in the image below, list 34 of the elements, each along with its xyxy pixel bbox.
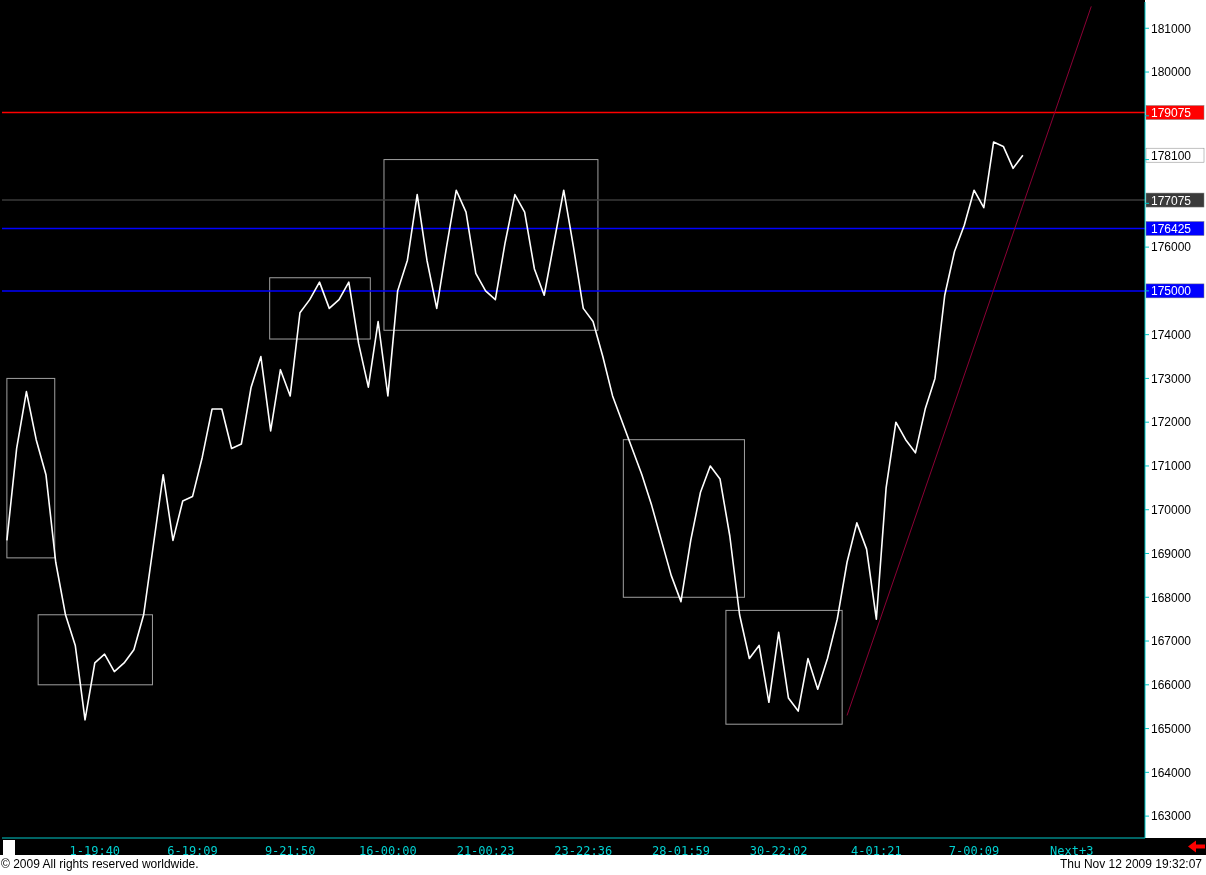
text: 178100	[1151, 148, 1192, 163]
ref-line-label: 176425	[1151, 222, 1192, 237]
y-tick-label: 163000	[1151, 809, 1192, 824]
y-tick-label: 173000	[1151, 371, 1192, 386]
x-tick-label: 21-00:23	[456, 843, 515, 858]
text: Thu Nov 12 2009 19:32:07	[1058, 857, 1203, 871]
y-tick-label: 167000	[1151, 634, 1192, 649]
y-tick-label: 164000	[1151, 765, 1192, 780]
y-tick-label: 171000	[1151, 459, 1192, 474]
y-tick-label: 169000	[1151, 546, 1192, 561]
x-tick-label: 28-01:59	[652, 843, 710, 858]
x-tick-label: 4-01:21	[851, 843, 902, 858]
y-tick-label: 168000	[1151, 590, 1192, 605]
line-series	[6, 141, 1024, 721]
y-tick-label: 181000	[1151, 21, 1192, 36]
y-tick-label: 180000	[1151, 65, 1192, 80]
y-tick-label: 166000	[1151, 678, 1192, 693]
y-tick-label: 170000	[1151, 502, 1192, 517]
x-tick-label: 30-22:02	[749, 843, 808, 858]
ref-line-label: 175000	[1151, 284, 1192, 299]
x-tick-label: 23-22:36	[554, 843, 613, 858]
ref-line-label: 177075	[1151, 193, 1192, 208]
x-tick-label: 9-21:50	[264, 843, 316, 858]
y-tick-label: 174000	[1151, 327, 1192, 342]
x-tick-label: 7-00:09	[948, 843, 1000, 858]
x-tick-label: 6-19:09	[167, 843, 218, 858]
y-tick-label: 165000	[1151, 721, 1192, 736]
y-tick-label: 172000	[1151, 415, 1192, 430]
y-tick-label: 176000	[1151, 240, 1192, 255]
ref-line-label: 179075	[1151, 106, 1192, 121]
x-tick-label: Next+3	[1050, 843, 1094, 858]
text: © 2009 All rights reserved worldwide.	[0, 857, 200, 871]
x-tick-label: 1-19:40	[69, 843, 121, 858]
x-tick-label: 16-00:00	[358, 843, 417, 858]
